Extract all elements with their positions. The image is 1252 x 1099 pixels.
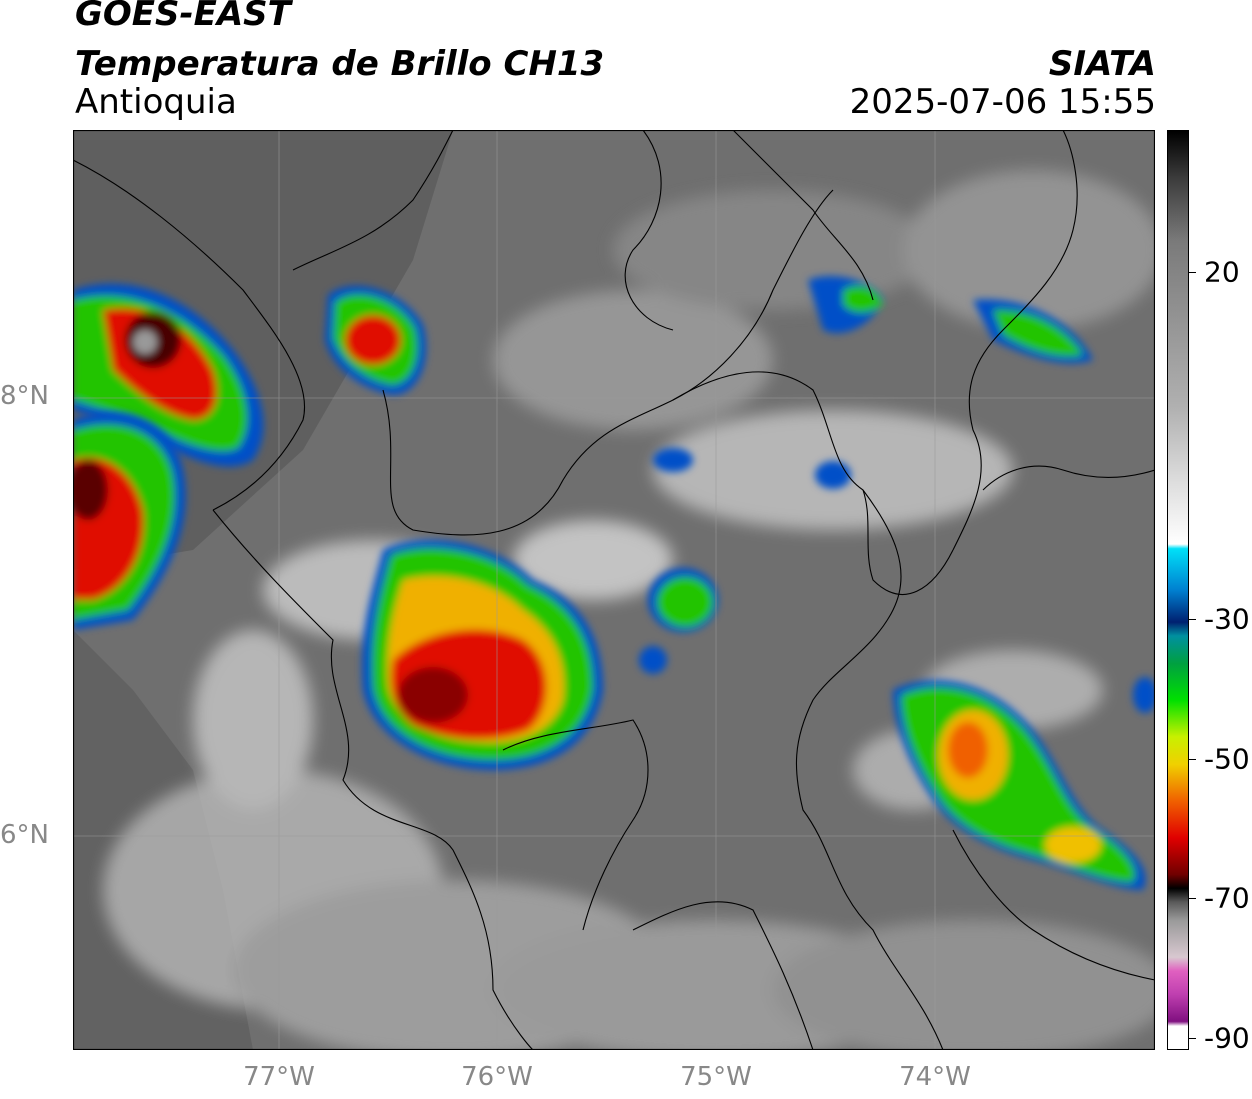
coastline [73,159,305,511]
colorbar-tick: 20 [1204,255,1240,289]
colorbar-tick: -30 [1204,602,1250,636]
brand-label: SIATA [1048,44,1156,84]
colorbar-tick: -70 [1204,881,1250,915]
border-line [982,465,1155,491]
lat-tick-6: 6°N [0,820,49,850]
storm-cell [73,412,186,630]
colorbar-mark [1189,898,1196,899]
border-line [624,130,674,331]
colorbar-mark [1189,619,1196,620]
border-line [382,189,834,536]
satellite-map [73,130,1155,1050]
lon-tick-76: 76°W [461,1062,533,1092]
colorbar-tick: -90 [1204,1021,1250,1055]
region-label: Antioquia [75,82,237,122]
border-line [952,130,1078,551]
colorbar-mark [1189,272,1196,273]
datetime-label: 2025-07-06 15:55 [849,82,1156,122]
storm-cell [653,276,1155,713]
storm-cell [325,286,427,395]
colorbar [1167,130,1189,1050]
storm-cell [362,540,603,770]
colorbar-mark [1189,1038,1196,1039]
lon-tick-75: 75°W [680,1062,752,1092]
border-line [732,130,874,301]
border-line [795,489,944,1050]
colorbar-tick: -50 [1204,742,1250,776]
satellite-title: GOES-EAST [75,0,291,34]
lat-tick-8: 8°N [0,381,49,411]
border-line [672,371,954,595]
coastline [292,130,454,271]
lon-tick-74: 74°W [899,1062,971,1092]
border-line [212,509,534,1050]
border-line [632,901,814,1050]
lon-tick-77: 77°W [243,1062,315,1092]
border-line [502,719,649,931]
map-frame [73,130,1155,1050]
storm-cell [893,680,1146,890]
colorbar-mark [1189,759,1196,760]
border-line [952,829,1155,981]
storm-cell [639,568,718,674]
product-title: Temperatura de Brillo CH13 [75,44,605,84]
